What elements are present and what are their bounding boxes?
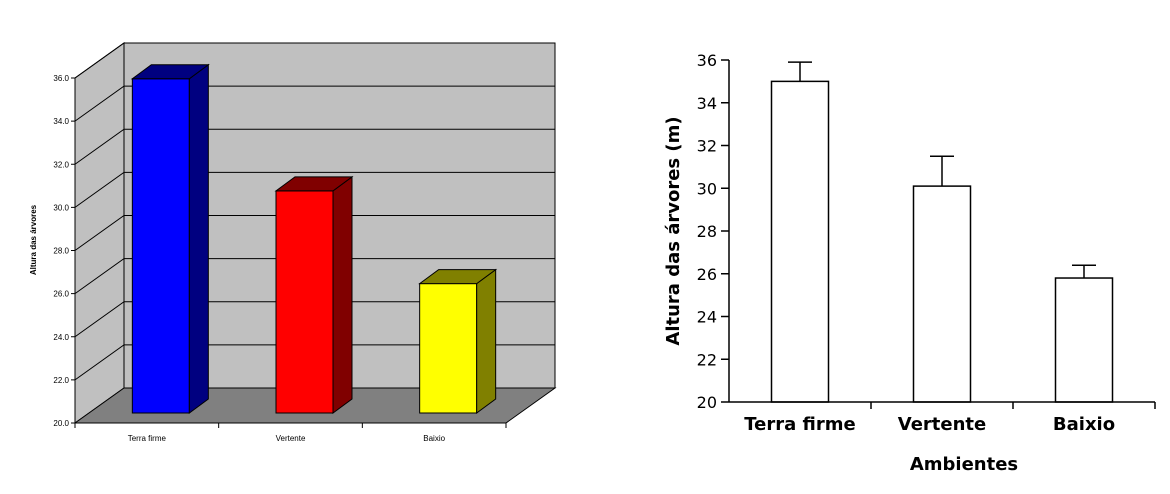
bar-top [274, 176, 354, 192]
x-tick-label: Terra firme [128, 434, 167, 443]
y-tick-label: 32 [697, 137, 717, 156]
x-tick-label: Vertente [898, 414, 986, 435]
gridline [74, 301, 555, 338]
x-tick-labels: Terra firme Vertente Baixio [744, 402, 1156, 435]
gridline [74, 171, 555, 208]
y-tick-label: 28 [697, 222, 717, 241]
bar-side [188, 63, 209, 414]
left-3d-bar-chart: 20.0 22.0 24.0 26.0 28.0 30.0 32.0 34.0 36.0 Ter… [29, 42, 557, 443]
y-tick-label: 22.0 [53, 376, 69, 385]
y-tick-label: 28.0 [53, 247, 69, 256]
bar [912, 185, 972, 403]
bar-side [332, 175, 353, 414]
y-tick-label: 22 [697, 350, 717, 369]
y-tick-label: 36.0 [53, 74, 69, 83]
y-axis-label: Altura das árvores [29, 204, 38, 275]
y-tick-label: 24 [697, 308, 717, 327]
x-tick-labels: Terra firme Vertente Baixio [74, 423, 507, 443]
y-tick-label: 20 [697, 393, 717, 412]
gridline [74, 128, 555, 165]
bar [1054, 277, 1114, 403]
gridline [74, 42, 555, 79]
y-axis-label: Altura das árvores (m) [663, 116, 684, 345]
y-tick-label: 34.0 [53, 117, 69, 126]
bar-top [130, 64, 210, 80]
gridline [74, 215, 555, 251]
y-tick-label: 36 [697, 51, 717, 70]
y-tick-label: 24.0 [53, 333, 69, 342]
x-axis-label: Ambientes [910, 454, 1018, 475]
x-tick-label: Vertente [276, 434, 306, 443]
y-tick-label: 34 [697, 94, 717, 113]
y-tick-label: 30.0 [53, 203, 69, 212]
gridline [74, 344, 555, 381]
bars [130, 63, 498, 414]
y-tick-label: 20.0 [53, 419, 69, 428]
y-tick-label: 32.0 [53, 160, 69, 169]
bars [770, 61, 1114, 403]
bar-front [419, 283, 478, 414]
y-tick-label: 26.0 [53, 290, 69, 299]
gridlines [74, 42, 555, 381]
bar [770, 80, 830, 403]
x-tick-label: Terra firme [744, 414, 855, 435]
gridline [74, 85, 555, 122]
bar-side [476, 268, 497, 414]
bar-front [131, 78, 190, 414]
y-tick-labels: 20.0 22.0 24.0 26.0 28.0 30.0 32.0 34.0 36.0 [53, 74, 75, 428]
right-bar-chart-with-error-bars: 20 22 24 26 28 30 32 34 36 Terra firme Vertente Ba… [663, 51, 1156, 475]
y-tick-labels: 20 22 24 26 28 30 32 34 36 [697, 51, 729, 412]
bar-top [418, 269, 498, 285]
bar-front [275, 190, 334, 414]
gridline [74, 258, 555, 295]
y-tick-label: 26 [697, 265, 717, 284]
x-tick-label: Baixio [1053, 414, 1115, 435]
x-tick-label: Baixio [423, 434, 445, 443]
y-tick-label: 30 [697, 179, 717, 198]
